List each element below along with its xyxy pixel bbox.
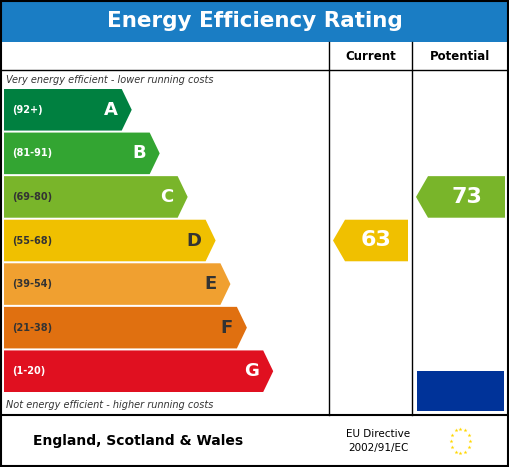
Text: Energy Efficiency Rating: Energy Efficiency Rating bbox=[106, 11, 403, 31]
Text: F: F bbox=[220, 318, 233, 337]
Text: (1-20): (1-20) bbox=[12, 366, 45, 376]
Polygon shape bbox=[4, 350, 273, 392]
Bar bbox=[0, 0, 509, 42]
Text: (69-80): (69-80) bbox=[12, 192, 52, 202]
Text: 73: 73 bbox=[451, 187, 482, 207]
Polygon shape bbox=[4, 89, 132, 131]
Polygon shape bbox=[4, 219, 216, 261]
Text: Not energy efficient - higher running costs: Not energy efficient - higher running co… bbox=[6, 400, 213, 410]
Text: Current: Current bbox=[345, 50, 396, 63]
Text: England, Scotland & Wales: England, Scotland & Wales bbox=[33, 434, 243, 448]
Text: C: C bbox=[160, 188, 174, 206]
Text: A: A bbox=[104, 101, 118, 119]
Text: E: E bbox=[204, 275, 216, 293]
Polygon shape bbox=[4, 263, 231, 305]
Text: G: G bbox=[244, 362, 259, 380]
Text: (81-91): (81-91) bbox=[12, 149, 52, 158]
Polygon shape bbox=[333, 219, 408, 261]
Text: (92+): (92+) bbox=[12, 105, 43, 115]
Polygon shape bbox=[4, 133, 160, 174]
Polygon shape bbox=[4, 307, 247, 348]
Text: D: D bbox=[187, 232, 202, 249]
Text: 63: 63 bbox=[361, 231, 392, 250]
Polygon shape bbox=[416, 176, 505, 218]
Text: (39-54): (39-54) bbox=[12, 279, 52, 289]
Bar bbox=[417, 371, 504, 411]
Text: Potential: Potential bbox=[431, 50, 491, 63]
Text: (21-38): (21-38) bbox=[12, 323, 52, 333]
Bar bbox=[0, 0, 509, 42]
Polygon shape bbox=[4, 176, 188, 218]
Text: (55-68): (55-68) bbox=[12, 235, 52, 246]
Text: 2002/91/EC: 2002/91/EC bbox=[348, 443, 409, 453]
Text: EU Directive: EU Directive bbox=[347, 429, 411, 439]
Text: B: B bbox=[132, 144, 146, 163]
Text: Very energy efficient - lower running costs: Very energy efficient - lower running co… bbox=[6, 75, 213, 85]
